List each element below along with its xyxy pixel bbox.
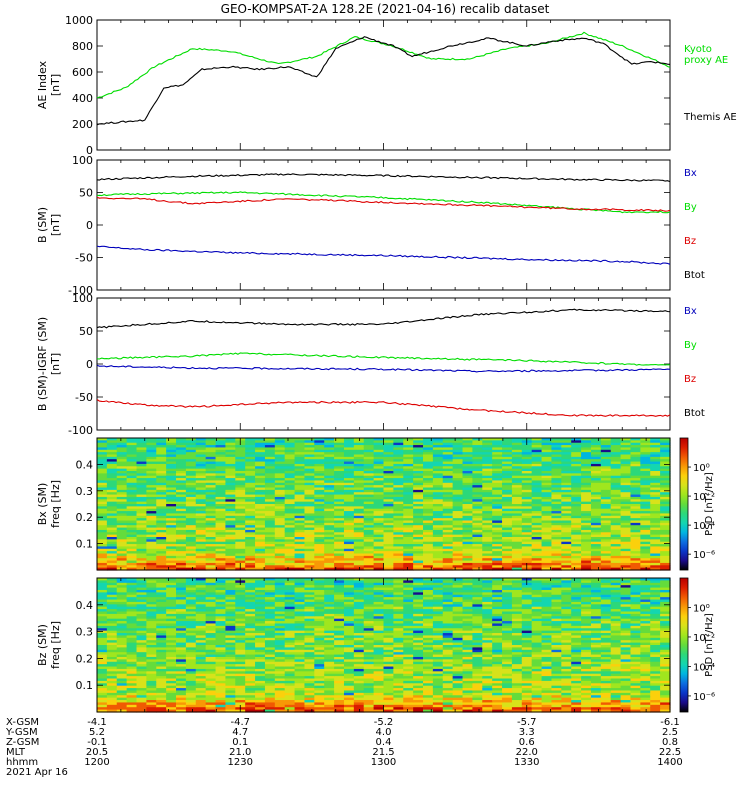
y-tick-label: 200 (72, 118, 93, 131)
legend-entry: Bx (684, 168, 697, 179)
y-tick-label: 50 (79, 187, 93, 200)
legend-entry: By (684, 340, 697, 351)
y-axis-label: [nT] (49, 74, 62, 96)
series-line-bz (97, 197, 670, 211)
y-tick-label: 50 (79, 325, 93, 338)
series-line-bx (97, 365, 670, 372)
legend-entry: Bz (684, 374, 696, 385)
series-line-themis-ae (97, 37, 670, 125)
legend-entry: Kyoto (684, 44, 712, 55)
chart-title: GEO-KOMPSAT-2A 128.2E (2021-04-16) recal… (221, 2, 550, 16)
y-tick-label: 600 (72, 66, 93, 79)
series-line-btot (97, 174, 670, 182)
y-tick-label: 0 (86, 358, 93, 371)
series-line-by (97, 353, 670, 365)
colorbar-label: PSD [nT²/Hz] (704, 472, 715, 536)
y-axis-label: [nT] (49, 353, 62, 375)
y-tick-label: 0.1 (76, 538, 94, 551)
y-axis-label: AE Index (36, 60, 49, 109)
legend-entry: Bx (684, 306, 697, 317)
y-axis-label: Bx (SM) (36, 483, 49, 526)
series-line-bx (97, 246, 670, 264)
y-tick-label: 100 (72, 154, 93, 167)
y-tick-label: 0.2 (76, 511, 94, 524)
series-line-kyoto-proxy-ae (97, 32, 670, 98)
y-tick-label: 0.3 (76, 485, 94, 498)
colorbar-tick-label: 10⁻⁶ (693, 550, 715, 561)
y-tick-label: 1000 (65, 14, 93, 27)
y-axis-label: freq [Hz] (49, 480, 62, 528)
series-line-btot (97, 309, 670, 328)
legend-entry: Btot (684, 408, 705, 419)
y-tick-label: 100 (72, 292, 93, 305)
colorbar (680, 438, 688, 570)
y-tick-label: 0.4 (76, 458, 94, 471)
panel-frame (97, 298, 670, 430)
y-tick-label: 0 (86, 219, 93, 232)
legend-entry: Btot (684, 270, 705, 281)
y-axis-label: B (SM) (36, 207, 49, 243)
y-tick-label: 400 (72, 92, 93, 105)
legend-entry: By (684, 202, 697, 213)
y-tick-label: -100 (68, 424, 93, 437)
y-tick-label: -50 (75, 391, 93, 404)
y-axis-label: B (SM)-IGRF (SM) (36, 317, 49, 411)
legend-entry: proxy AE (684, 55, 728, 66)
y-tick-label: -50 (75, 252, 93, 265)
y-axis-label: [nT] (49, 214, 62, 236)
legend-entry: Bz (684, 236, 696, 247)
legend-entry: Themis AE (683, 112, 737, 123)
series-line-bz (97, 400, 670, 417)
y-tick-label: 800 (72, 40, 93, 53)
